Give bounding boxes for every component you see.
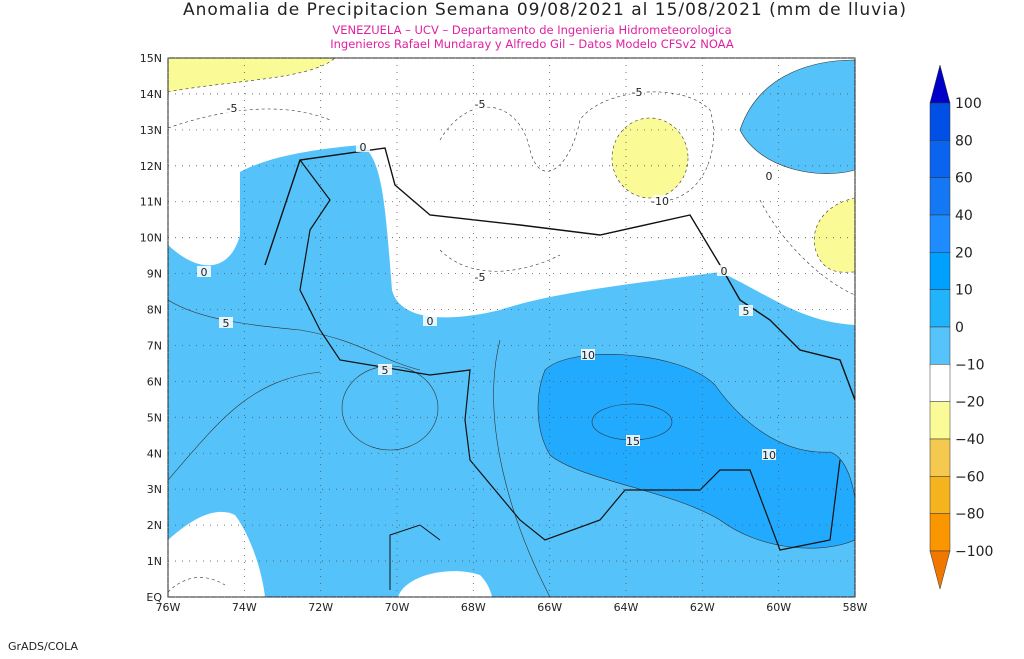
colorbar-box — [929, 401, 951, 440]
colorbar-box — [929, 252, 951, 290]
map-fill — [168, 58, 855, 597]
lon-label: 62W — [690, 601, 715, 614]
contour-label: 15 — [626, 435, 640, 448]
lat-label: 13N — [140, 124, 162, 137]
contour-label-bg — [225, 102, 239, 113]
contour-label: -5 — [227, 102, 238, 115]
lon-label: 68W — [461, 601, 486, 614]
colorbar-label: 80 — [955, 133, 973, 149]
lon-label: 58W — [843, 601, 868, 614]
contour-label: 0 — [721, 265, 728, 278]
contour-label: 10 — [581, 349, 595, 362]
lat-label: 2N — [147, 519, 162, 532]
contour-label: 5 — [743, 305, 750, 318]
colorbar-box — [929, 214, 951, 253]
contour-label: 0 — [360, 141, 367, 154]
contour-label: -10 — [651, 195, 669, 208]
lat-label: 14N — [140, 88, 162, 101]
lon-label: 76W — [156, 601, 181, 614]
lat-label: 5N — [147, 411, 162, 424]
lat-label: 9N — [147, 268, 162, 281]
subtitle: VENEZUELA – UCV – Departamento de Ingeni… — [332, 23, 731, 37]
contour-label-bg — [197, 266, 211, 277]
colorbar-box — [929, 177, 951, 216]
contour-label-bg — [378, 364, 392, 375]
lon-label: 60W — [766, 601, 791, 614]
contour-label-bg — [717, 265, 731, 276]
contour-label: 5 — [223, 317, 230, 330]
lon-label: 74W — [232, 601, 257, 614]
contour-label-bg — [653, 195, 667, 206]
lon-label: 72W — [308, 601, 333, 614]
subtitle: Ingenieros Rafael Mundaray y Alfredo Gil… — [330, 37, 734, 51]
colorbar-box — [929, 326, 951, 365]
contour-label: -5 — [475, 271, 486, 284]
credit: GrADS/COLA — [8, 640, 78, 653]
colorbar-arrow-bottom — [929, 550, 951, 590]
contour-label: 10 — [762, 449, 776, 462]
lat-label: 3N — [147, 483, 162, 496]
lon-label: 64W — [614, 601, 639, 614]
colorbar-box — [929, 289, 951, 328]
colorbar-label: 60 — [955, 171, 973, 187]
colorbar-label: −80 — [955, 507, 985, 523]
colorbar-box — [929, 140, 951, 178]
lon-label: 66W — [537, 601, 562, 614]
colorbar-box — [929, 438, 951, 477]
lat-label: 10N — [140, 232, 162, 245]
contour-label-bg — [739, 305, 753, 316]
colorbar-label: −10 — [955, 357, 985, 373]
contour-label-bg — [762, 449, 776, 460]
lat-label: EQ — [146, 591, 162, 604]
contour-label-bg — [581, 349, 595, 360]
colorbar-box — [929, 513, 951, 552]
colorbar-label: −40 — [955, 432, 985, 448]
lon-label: 70W — [385, 601, 410, 614]
contour-label-bg — [762, 170, 776, 181]
colorbar-label: 0 — [955, 320, 964, 336]
graticule — [167, 57, 856, 598]
colorbar-arrow-top — [929, 64, 951, 104]
colorbar-box — [929, 364, 951, 402]
lat-label: 6N — [147, 375, 162, 388]
contour-label-bg — [356, 141, 370, 152]
lat-label: 7N — [147, 339, 162, 352]
contour-label: 0 — [201, 266, 208, 279]
colorbar-box — [929, 102, 951, 141]
colorbar-label: −20 — [955, 395, 985, 411]
contour-label: 0 — [427, 315, 434, 328]
lat-label: 12N — [140, 160, 162, 173]
lat-label: 1N — [147, 555, 162, 568]
contour-label: 0 — [766, 170, 773, 183]
title: Anomalia de Precipitacion Semana 09/08/2… — [183, 0, 907, 20]
colorbar-box — [929, 476, 951, 514]
colorbar-label: −100 — [955, 544, 993, 560]
contour-label-bg — [423, 315, 437, 326]
lat-label: 4N — [147, 447, 162, 460]
lat-label: 15N — [140, 52, 162, 65]
colorbar-label: 40 — [955, 208, 973, 224]
contour-label-bg — [473, 271, 487, 282]
contour-label-bg — [219, 317, 233, 328]
contour-label-bg — [630, 86, 644, 97]
contour-label: -5 — [632, 86, 643, 99]
colorbar-label: 10 — [955, 283, 973, 299]
contour-label: -5 — [475, 98, 486, 111]
contour-label-bg — [473, 98, 487, 109]
colorbar-label: 100 — [955, 96, 982, 112]
lat-label: 8N — [147, 304, 162, 317]
contour-label-bg — [626, 435, 640, 446]
contour-label: 5 — [382, 364, 389, 377]
colorbar-label: −60 — [955, 469, 985, 485]
lat-label: 11N — [140, 196, 162, 209]
colorbar-label: 20 — [955, 245, 973, 261]
